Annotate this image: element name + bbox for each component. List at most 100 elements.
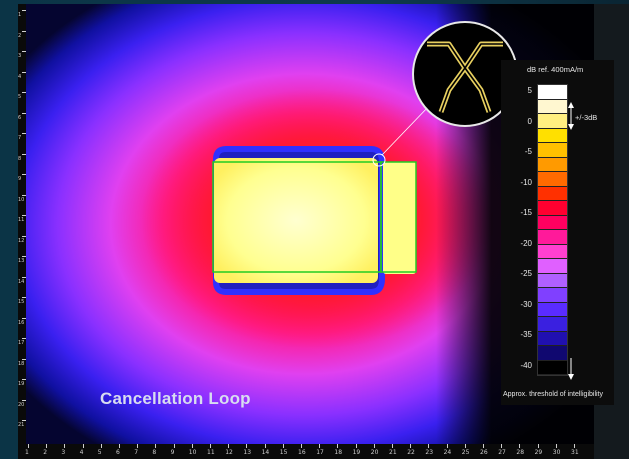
left-ruler-tick <box>22 420 26 421</box>
colorbar-tick-label: -5 <box>524 147 532 156</box>
bottom-ruler-label: 31 <box>571 449 579 456</box>
colorbar-step <box>538 346 567 361</box>
colorbar-step <box>538 114 567 129</box>
colorbar-step <box>538 201 567 216</box>
bottom-ruler-label: 4 <box>79 449 84 456</box>
left-ruler-label: 4 <box>18 73 22 80</box>
colorbar-step <box>538 143 567 158</box>
crossover-marker <box>372 153 386 167</box>
left-ruler <box>18 4 26 444</box>
bottom-ruler-label: 3 <box>61 449 66 456</box>
left-ruler-tick <box>22 297 26 298</box>
left-ruler-label: 12 <box>18 237 25 244</box>
bottom-ruler <box>18 444 594 459</box>
left-ruler-tick <box>22 317 26 319</box>
bottom-ruler-label: 6 <box>116 449 120 456</box>
bottom-ruler-tick <box>82 444 84 448</box>
colorbar-step <box>538 186 567 201</box>
colorbar-step <box>538 331 567 346</box>
left-ruler-tick <box>22 379 26 380</box>
bottom-ruler-label: 9 <box>170 449 175 456</box>
cross-loop-icon <box>412 21 518 127</box>
bottom-ruler-tick <box>155 444 157 448</box>
bottom-ruler-tick <box>410 444 412 448</box>
inset-pointer-line <box>381 104 431 156</box>
side-loop-wire <box>380 161 417 273</box>
bottom-ruler-tick <box>392 444 393 448</box>
bottom-ruler-tick <box>337 444 339 448</box>
bottom-ruler-label: 30 <box>552 449 561 456</box>
left-ruler-tick <box>22 112 26 114</box>
main-loop-field <box>214 158 378 283</box>
colorbar-tick-label: -10 <box>520 177 532 187</box>
bottom-ruler-tick <box>100 444 102 448</box>
bottom-ruler-tick <box>428 444 430 448</box>
bottom-ruler-label: 22 <box>407 449 415 456</box>
bottom-ruler-tick <box>446 444 448 448</box>
left-ruler-label: 18 <box>18 360 25 367</box>
left-ruler-label: 11 <box>18 217 25 223</box>
bottom-ruler-tick <box>574 444 575 448</box>
colorbar-tick-label: 5 <box>527 86 532 95</box>
left-ruler-tick <box>22 10 26 11</box>
left-ruler-tick <box>22 215 26 216</box>
left-ruler-label: 14 <box>18 278 25 285</box>
left-ruler-label: 20 <box>18 401 25 408</box>
bottom-ruler-tick <box>319 444 321 448</box>
left-ruler-tick <box>22 338 26 339</box>
bottom-ruler-tick <box>282 444 284 448</box>
bottom-ruler-label: 26 <box>480 449 488 456</box>
bottom-ruler-label: 28 <box>516 449 525 456</box>
colorbar-tick-label: -40 <box>520 360 532 370</box>
colorbar-range-label: +/-3dB <box>575 113 598 122</box>
colorbar-step <box>538 99 567 114</box>
left-ruler-tick <box>22 133 26 134</box>
left-ruler-tick <box>22 256 26 257</box>
colorbar-tick-label: -30 <box>520 299 532 309</box>
bottom-ruler-label: 17 <box>316 449 324 456</box>
bottom-ruler-label: 19 <box>352 449 361 456</box>
left-ruler-label: 8 <box>18 155 22 162</box>
left-ruler-label: 15 <box>18 299 25 305</box>
bottom-ruler-tick <box>210 444 211 448</box>
bottom-ruler-label: 5 <box>97 449 102 456</box>
colorbar-step <box>538 273 567 288</box>
bottom-ruler-tick <box>137 444 139 448</box>
bottom-ruler-tick <box>519 444 521 448</box>
bottom-ruler-label: 16 <box>298 449 306 456</box>
left-ruler-label: 5 <box>18 94 22 100</box>
left-ruler-tick <box>22 92 26 93</box>
bottom-ruler-label: 20 <box>370 449 379 456</box>
colorbar-step <box>538 157 567 172</box>
bottom-ruler-tick <box>228 444 230 448</box>
bottom-ruler-label: 1 <box>25 449 29 456</box>
left-ruler-tick <box>22 358 26 360</box>
left-ruler-label: 1 <box>18 12 22 18</box>
bottom-ruler-label: 29 <box>534 449 543 456</box>
bottom-ruler-tick <box>501 444 503 448</box>
colorbar-tick-label: -35 <box>520 330 532 339</box>
bottom-ruler-label: 12 <box>225 449 233 456</box>
bottom-ruler-tick <box>555 444 557 448</box>
colorbar-step <box>538 302 567 317</box>
left-ruler-label: 3 <box>18 53 22 59</box>
bottom-ruler-label: 24 <box>443 449 452 456</box>
bottom-ruler-tick <box>191 444 193 448</box>
left-ruler-label: 13 <box>18 258 25 264</box>
bottom-ruler-label: 11 <box>207 449 215 456</box>
left-ruler-label: 19 <box>18 381 25 387</box>
left-ruler-tick <box>22 30 26 32</box>
bottom-ruler-tick <box>464 444 466 448</box>
range-arrow-icon <box>568 102 574 380</box>
left-ruler-label: 21 <box>18 422 25 428</box>
colorbar-step <box>538 172 567 187</box>
colorbar-step <box>538 288 567 303</box>
side-loop-field <box>383 162 416 274</box>
bottom-ruler-tick <box>537 444 539 448</box>
bottom-ruler-tick <box>355 444 357 448</box>
left-ruler-tick <box>22 71 26 73</box>
colorbar-step <box>538 215 567 230</box>
left-ruler-tick <box>22 399 26 401</box>
left-ruler-tick <box>22 174 26 175</box>
bottom-ruler-label: 2 <box>43 449 48 456</box>
